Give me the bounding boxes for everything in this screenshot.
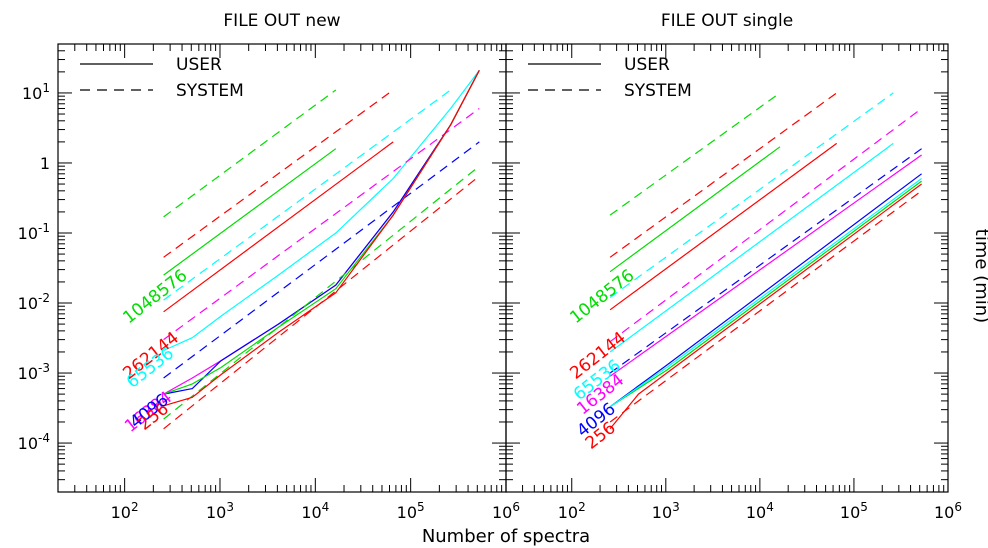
series-line-16384-system [609,108,922,343]
series-line-1048576-system [609,92,781,216]
series-line-16384-user [163,70,480,395]
plot-frame [505,43,949,493]
legend-label-user: USER [176,55,222,75]
x-tick-label: 106 [492,500,520,522]
series-line-262144-system [163,89,394,258]
legend-label-system: SYSTEM [176,81,244,101]
series-line-65536-system [609,92,894,298]
y-tick-label: 10-1 [18,221,50,243]
chart-title: FILE OUT new [223,11,340,31]
y-tick-label: 1 [40,154,50,173]
chart-panel-1: FILE OUT new 102 103 104 105 106 10-4 10-3 10-2 1… [18,11,520,522]
y-tick-label: 10-3 [18,361,50,383]
series-line-4096-user [163,70,480,395]
chart-panel-2: FILE OUT single 102 103 104 105 106 USER SYSTEM… [505,11,962,522]
y-tick-label: 10-2 [18,291,50,313]
series-line-1048576-system [163,165,480,420]
figure-xlabel: Number of spectra [422,526,590,547]
series-line-65536-user [609,142,894,353]
x-tick-label: 102 [558,500,586,522]
x-tick-label: 103 [652,500,680,522]
series-line-1048576-user [609,180,922,408]
series-line-65536-user [163,70,480,352]
series-line-4096-system [609,148,922,374]
x-tick-label: 106 [934,500,962,522]
y-tick-label: 101 [22,81,50,103]
series-line-1048576-system [163,89,337,218]
series-line-4096-user [609,173,922,408]
series-line-16384-system [163,108,480,341]
x-tick-label: 105 [397,500,425,522]
series-line-1048576-user [163,70,480,395]
series-line-4096-system [163,141,480,379]
series-line-256-user [163,70,480,407]
x-tick-label: 104 [746,500,774,522]
y-tick-label: 10-4 [18,431,50,453]
series-line-262144-user [163,141,394,313]
series-line-16384-user [609,154,922,377]
curve-label-1048576: 1048576 [119,266,191,328]
series-line-256-system [163,175,480,430]
series-line-1048576-user [609,146,781,273]
figure-ylabel: time (min) [971,229,988,323]
x-tick-label: 102 [111,500,139,522]
legend-label-user: USER [624,55,670,75]
series-line-262144-user [609,142,838,311]
x-tick-label: 104 [301,500,329,522]
series-line-256-user [609,183,922,430]
series-line-65536-user [609,178,922,408]
x-tick-label: 103 [206,500,234,522]
series-line-262144-system [609,92,838,258]
chart-title: FILE OUT single [661,11,793,31]
series-line-1048576-user [163,148,337,276]
x-tick-label: 105 [840,500,868,522]
legend-label-system: SYSTEM [624,81,692,101]
series-line-256-system [609,190,922,423]
